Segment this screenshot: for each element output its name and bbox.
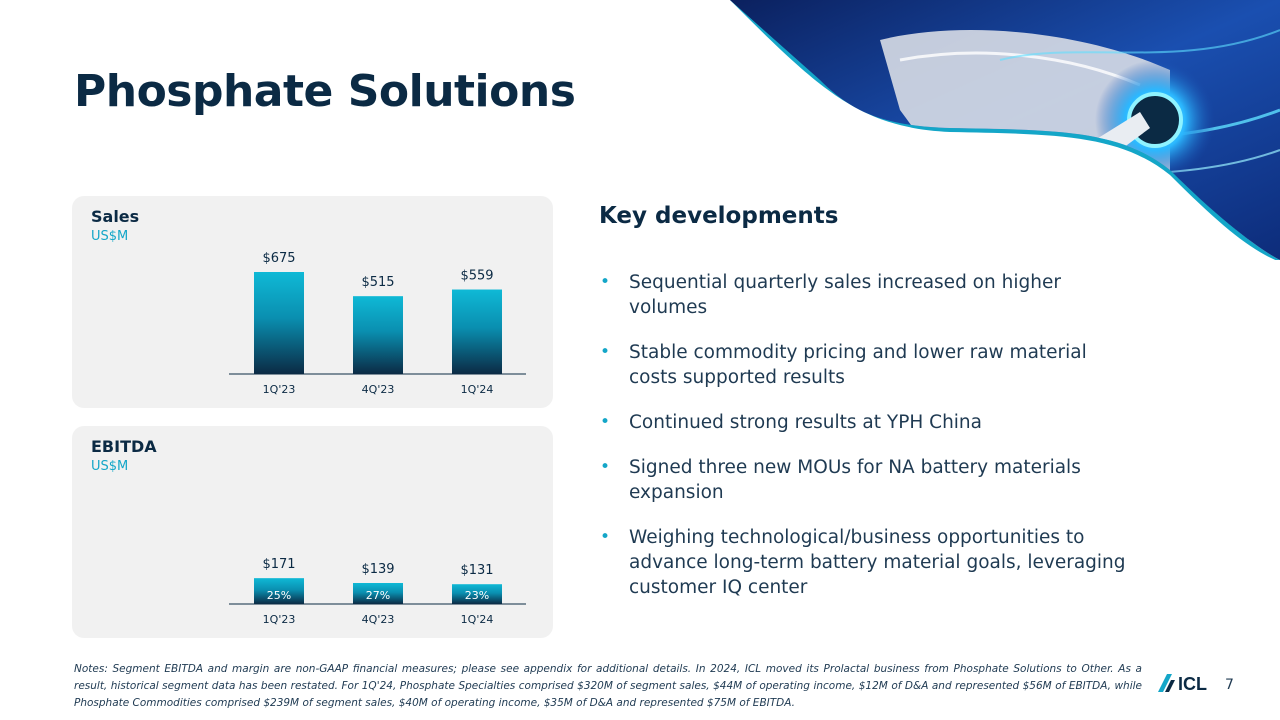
sales-chart-panel: Sales US$M $675 1Q'23 $515 4Q'23 $559 1Q'24 [72, 196, 553, 408]
bullet-text: Continued strong results at YPH China [629, 412, 982, 433]
ebitda-value-label: $139 [361, 562, 394, 577]
ebitda-category-label: 1Q'23 [263, 613, 296, 626]
ev-charger-hero-image [730, 0, 1280, 260]
key-developments-title: Key developments [599, 203, 839, 229]
sales-bar [452, 289, 502, 374]
bullet-icon: • [600, 342, 611, 362]
page-title: Phosphate Solutions [74, 66, 576, 117]
sales-value-label: $559 [460, 269, 493, 284]
ebitda-chart-title: EBITDA [91, 437, 157, 456]
ebitda-margin-label: 23% [465, 589, 489, 602]
ebitda-bar-chart: $171 1Q'23 25% $139 4Q'23 27% $131 1Q'24 23% [229, 557, 526, 626]
ebitda-value-label: $131 [460, 563, 493, 578]
key-developments-list: • Sequential quarterly sales increased on… [598, 270, 1138, 620]
ebitda-margin-label: 27% [366, 589, 390, 602]
sales-bar [353, 296, 403, 374]
ebitda-value-label: $171 [262, 557, 295, 572]
sales-category-label: 1Q'24 [461, 383, 494, 396]
list-item: • Stable commodity pricing and lower raw … [598, 340, 1138, 390]
page-number: 7 [1225, 677, 1234, 693]
sales-value-label: $515 [361, 275, 394, 290]
ebitda-bar [353, 582, 403, 604]
bullet-text: Stable commodity pricing and lower raw m… [629, 342, 1087, 388]
ebitda-chart-unit: US$M [91, 459, 129, 474]
ebitda-bar [452, 584, 502, 604]
bullet-text: Signed three new MOUs for NA battery mat… [629, 457, 1081, 503]
sales-chart-unit: US$M [91, 229, 129, 244]
sales-bar-chart: $675 1Q'23 $515 4Q'23 $559 1Q'24 [229, 251, 526, 396]
icl-logo-icon: ICL [1158, 674, 1207, 694]
list-item: • Sequential quarterly sales increased on… [598, 270, 1138, 320]
bullet-icon: • [600, 272, 611, 292]
ebitda-category-label: 4Q'23 [362, 613, 395, 626]
bullet-icon: • [600, 457, 611, 477]
list-item: • Signed three new MOUs for NA battery ma… [598, 455, 1138, 505]
ebitda-chart-panel: EBITDA US$M $171 1Q'23 25% $139 4Q'23 27% $131… [72, 426, 553, 638]
footnotes: Notes: Segment EBITDA and margin are non… [74, 663, 1142, 709]
sales-category-label: 1Q'23 [263, 383, 296, 396]
sales-value-label: $675 [262, 251, 295, 266]
list-item: • Continued strong results at YPH China [598, 410, 1138, 435]
bullet-icon: • [600, 412, 611, 432]
bullet-text: Sequential quarterly sales increased on … [629, 272, 1061, 318]
list-item: • Weighing technological/business opportu… [598, 525, 1138, 600]
bullet-text: Weighing technological/business opportun… [629, 527, 1126, 598]
sales-category-label: 4Q'23 [362, 383, 395, 396]
ebitda-margin-label: 25% [267, 589, 291, 602]
sales-chart-title: Sales [91, 207, 140, 226]
sales-bar [254, 272, 304, 374]
bullet-icon: • [600, 527, 611, 547]
logo-text: ICL [1178, 674, 1207, 694]
ebitda-category-label: 1Q'24 [461, 613, 494, 626]
ebitda-bar [254, 578, 304, 604]
